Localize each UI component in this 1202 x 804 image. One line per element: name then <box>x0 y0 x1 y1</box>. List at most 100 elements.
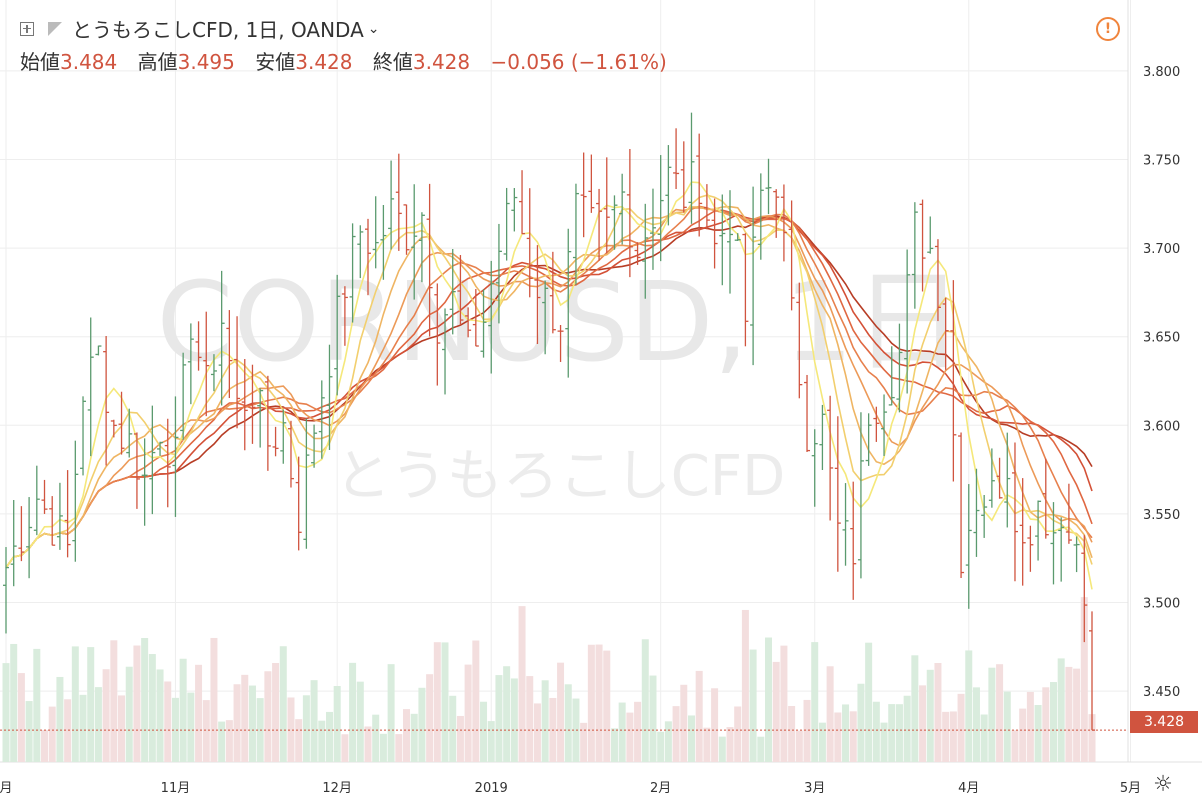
ohlc-bar <box>911 202 918 309</box>
ohlc-bar <box>834 416 841 572</box>
volume-bar <box>241 674 249 762</box>
ohlc-bar <box>1042 458 1049 539</box>
ohlc-bar <box>965 484 972 609</box>
x-tick-label: 4月 <box>958 781 979 796</box>
ohlc-bar <box>649 188 656 270</box>
volume-bar <box>449 695 457 762</box>
y-tick-label: 3.600 <box>1143 419 1180 434</box>
ohlc-bar <box>611 195 618 250</box>
volume-bar <box>634 701 642 762</box>
volume-bar <box>1019 708 1027 762</box>
ohlc-bar <box>465 307 472 338</box>
volume-bar <box>1057 658 1065 762</box>
volume-bar <box>295 719 303 762</box>
ohlc-bar <box>257 388 264 448</box>
volume-bar <box>618 702 626 762</box>
ohlc-bar <box>1089 611 1095 731</box>
volume-bar <box>872 701 880 762</box>
ohlc-bar <box>395 153 402 251</box>
ohlc-bar <box>973 468 980 557</box>
low-label: 安値 <box>255 50 296 74</box>
volume-bar <box>10 643 18 762</box>
ohlc-bar <box>318 380 325 459</box>
y-tick-label: 3.500 <box>1143 597 1180 612</box>
volume-bar <box>310 680 318 762</box>
ohlc-bar <box>811 429 818 507</box>
ohlc-bar <box>195 321 202 371</box>
ohlc-bar <box>988 448 995 508</box>
low-value: 3.428 <box>295 50 353 74</box>
y-tick-label: 3.700 <box>1143 242 1180 257</box>
ohlc-bar <box>403 204 410 255</box>
alert-circle-icon[interactable]: ! <box>1096 17 1120 41</box>
ohlc-bar <box>881 394 888 456</box>
ohlc-bar <box>1004 432 1011 528</box>
ma-ribbon-line <box>5 181 1093 590</box>
ohlc-bar <box>827 395 834 521</box>
ohlc-bar <box>365 218 371 296</box>
volume-bar <box>187 692 195 762</box>
ohlc-bar <box>411 184 418 300</box>
ohlc-bar <box>87 317 94 457</box>
volume-bar <box>849 711 857 762</box>
chevron-down-icon[interactable]: ⌄ <box>367 20 380 37</box>
ohlc-bar <box>765 158 772 215</box>
ohlc-bar <box>388 160 395 250</box>
ohlc-bar <box>287 420 294 488</box>
gear-icon[interactable]: ☼ <box>1153 772 1173 797</box>
volume-bar <box>94 687 102 762</box>
volume-bar <box>557 662 565 762</box>
volume-bar <box>1011 730 1019 762</box>
volume-bar <box>895 704 903 762</box>
symbol-row[interactable]: とうもろこしCFD, 1日, OANDA ⌄ <box>20 14 380 43</box>
ohlc-bar <box>341 286 348 346</box>
volume-bar <box>418 687 426 762</box>
ohlc-bar <box>596 188 603 261</box>
ohlc-bar <box>934 239 941 322</box>
volume-bar <box>757 736 765 762</box>
volume-bar <box>695 670 703 762</box>
volume-bar <box>17 673 25 762</box>
ohlc-bar <box>126 408 133 458</box>
ohlc-bar <box>958 432 965 578</box>
volume-bar <box>56 676 64 762</box>
volume-bar <box>734 706 742 762</box>
ohlc-bar <box>80 396 87 476</box>
volume-bar <box>765 637 773 762</box>
ohlc-bar <box>26 497 33 579</box>
ohlc-bar <box>272 426 279 457</box>
volume-bar <box>233 684 241 762</box>
high-value: 3.495 <box>177 50 235 74</box>
ohlc-bar <box>1019 478 1026 586</box>
ohlc-bar <box>796 282 803 399</box>
symbol-title[interactable]: とうもろこしCFD, 1日, OANDA <box>72 18 364 42</box>
volume-bar <box>1034 705 1042 762</box>
ohlc-bar <box>503 187 510 261</box>
volume-bar <box>518 606 526 762</box>
volume-bar <box>972 687 980 762</box>
ohlc-bar <box>927 216 934 254</box>
flag-icon[interactable] <box>48 21 62 36</box>
volume-bar <box>441 642 449 762</box>
volume-bar <box>248 685 256 762</box>
ohlc-bar <box>634 242 641 265</box>
volume-bar <box>410 713 418 762</box>
ohlc-bar <box>742 233 749 347</box>
close-label: 終値 <box>372 50 413 74</box>
ohlc-bar <box>572 183 579 285</box>
ohlc-bar <box>857 412 864 579</box>
ohlc-bar <box>64 470 71 558</box>
volume-bar <box>33 648 41 762</box>
volume-bar <box>503 666 511 762</box>
volume-bar <box>942 711 950 762</box>
plus-square-icon[interactable] <box>20 21 34 36</box>
ohlc-bar <box>942 297 949 370</box>
close-value: 3.428 <box>412 50 471 74</box>
open-label: 始値 <box>20 50 60 74</box>
volume-bar <box>1049 682 1057 762</box>
ohlc-bar <box>326 344 333 450</box>
y-tick-label: 3.650 <box>1143 331 1180 346</box>
ohlc-bar <box>311 424 318 468</box>
volume-bar <box>133 645 141 762</box>
